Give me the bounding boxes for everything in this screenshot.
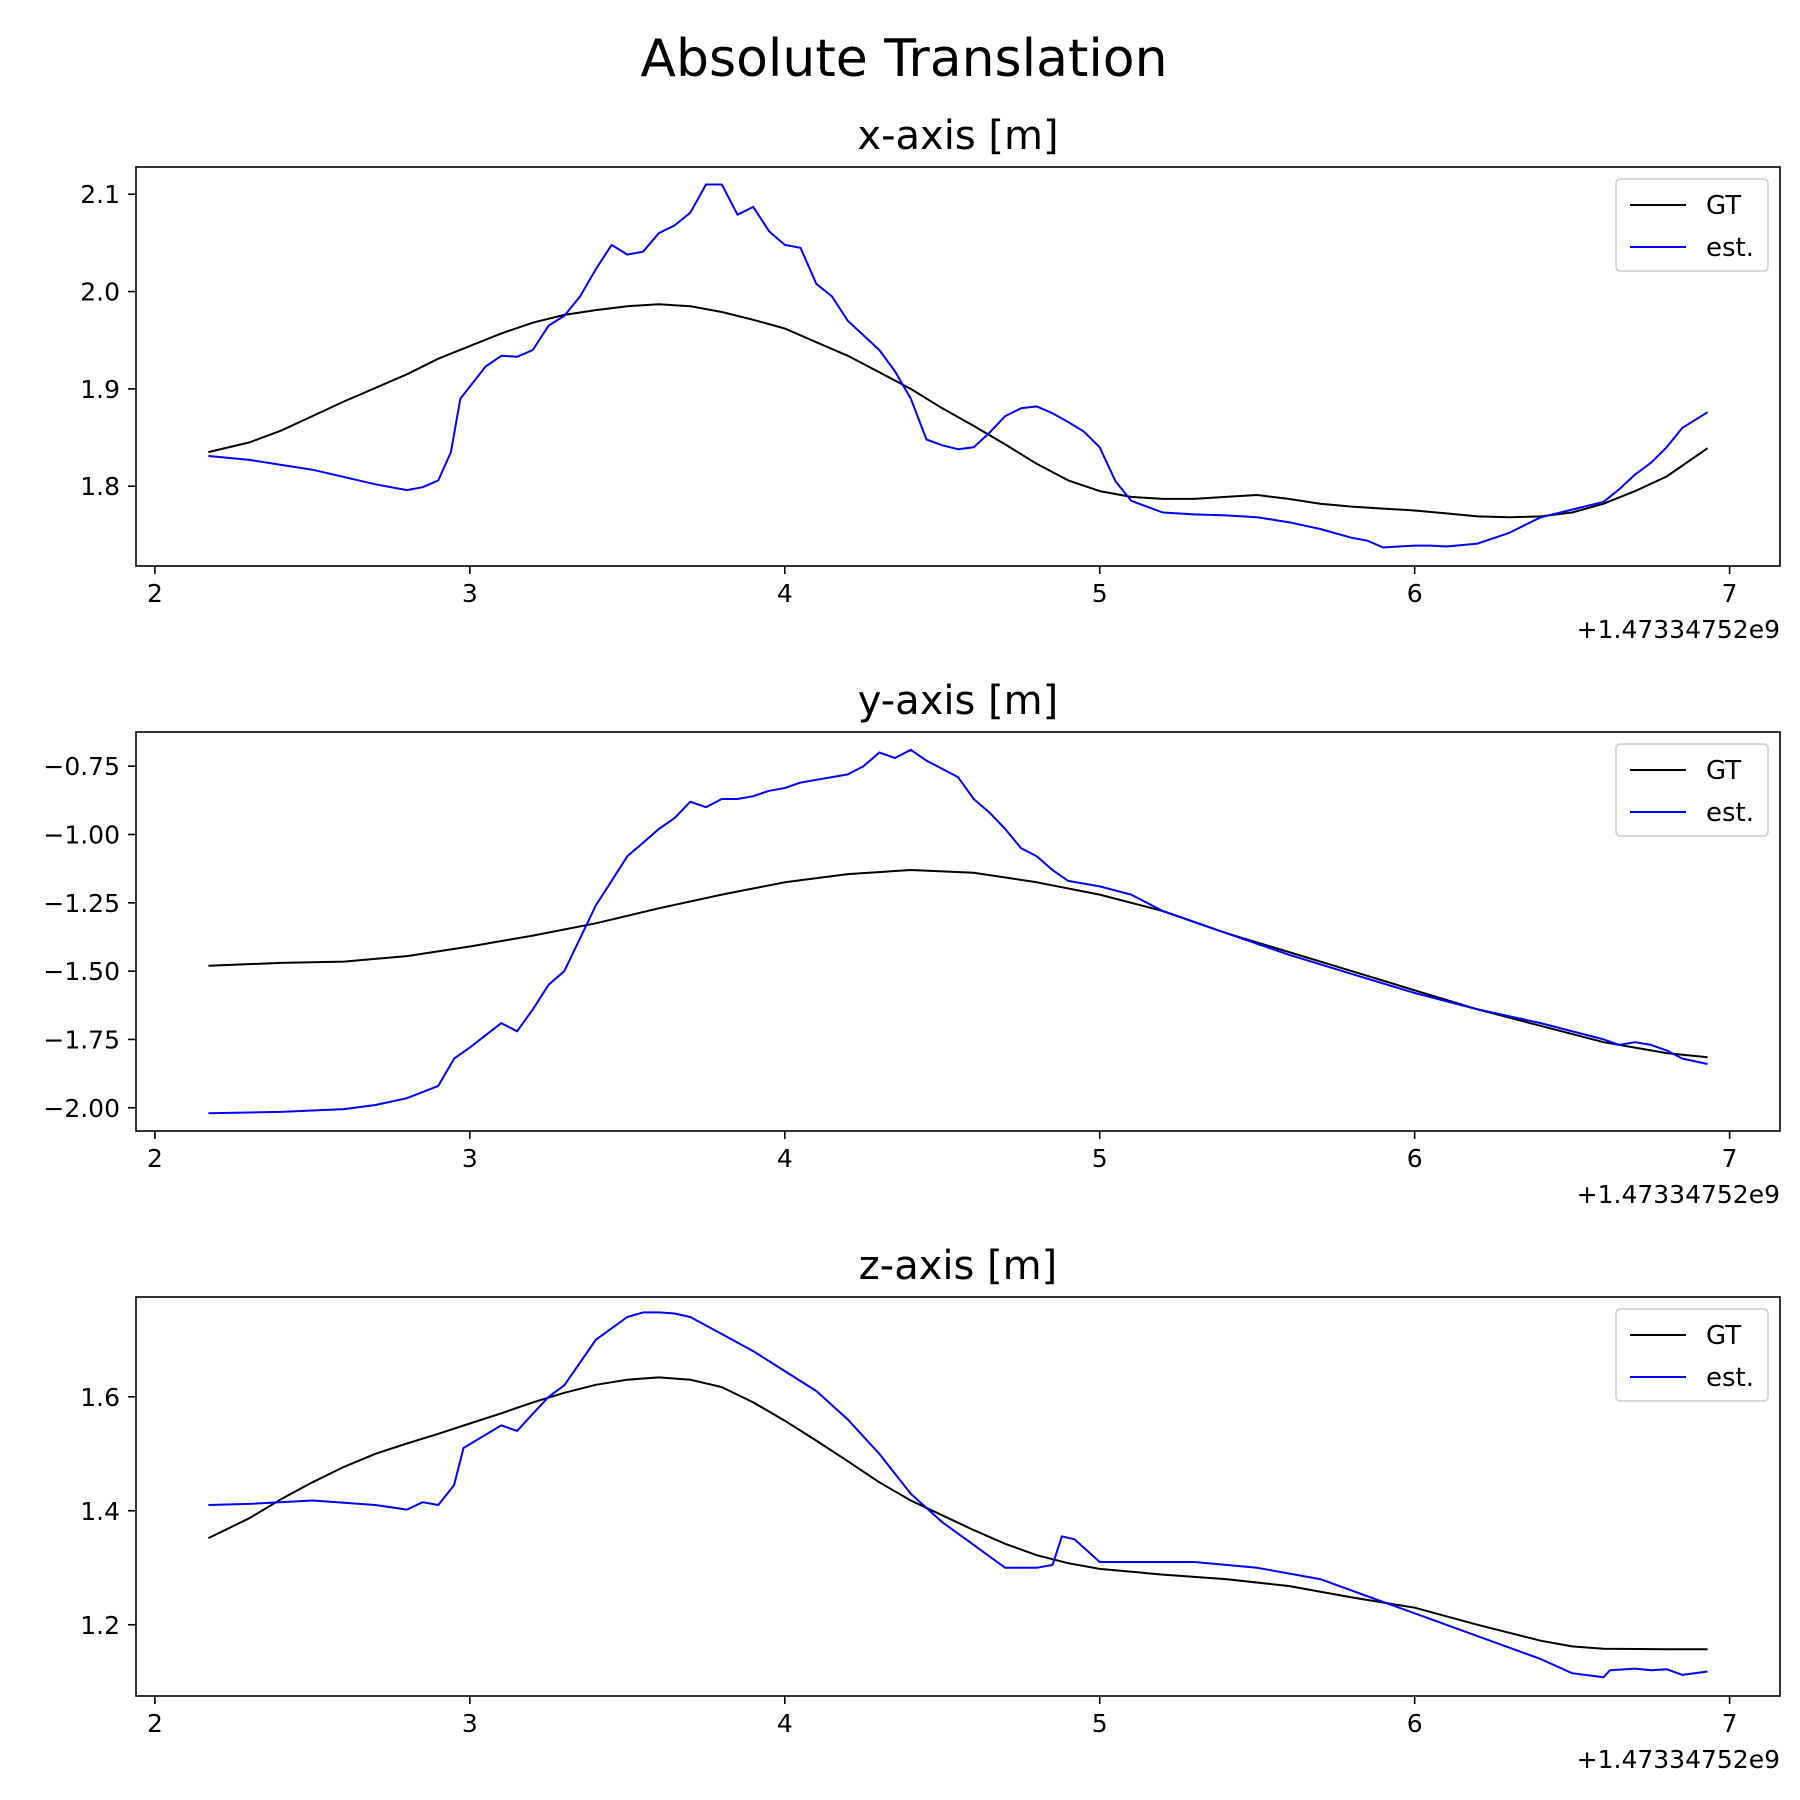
subplot-2: y-axis [m] 2 3 4 5 6 7 +1.47334752e9 −2.00 −1.75 −… — [43, 678, 1781, 1209]
subplot-1: x-axis [m] 2 3 4 5 6 7 +1.47334752e9 1.8 1.9 2.0 2.… — [80, 113, 1781, 644]
y-tick-label: 1.6 — [80, 1383, 120, 1412]
subplot-title: x-axis [m] — [857, 113, 1058, 159]
x-tick-label: 2 — [147, 1144, 163, 1173]
y-tick-label: 2.1 — [80, 180, 120, 209]
x-tick-label: 5 — [1092, 579, 1108, 608]
x-tick-label: 4 — [777, 1709, 793, 1738]
series-line-est — [208, 748, 1708, 1115]
subplot-title: y-axis [m] — [858, 678, 1058, 724]
y-tick-label: −0.75 — [43, 752, 120, 781]
legend-label-gt: GT — [1706, 756, 1741, 786]
x-tick-label: 3 — [462, 1144, 478, 1173]
legend-label-est: est. — [1706, 233, 1754, 263]
series-line-est — [208, 183, 1709, 549]
y-tick-label: −1.75 — [43, 1025, 120, 1054]
y-tick-label: −1.50 — [43, 957, 120, 986]
x-tick-label: 7 — [1722, 579, 1738, 608]
legend-label-gt: GT — [1706, 1321, 1741, 1351]
x-offset-label: +1.47334752e9 — [1577, 615, 1780, 644]
legend: GT est. — [1615, 1308, 1769, 1402]
x-tick-label: 6 — [1407, 1144, 1423, 1173]
y-tick-label: 1.9 — [80, 375, 120, 404]
x-tick-label: 2 — [147, 1709, 163, 1738]
axes-frame — [135, 166, 1781, 567]
axes-frame — [135, 731, 1781, 1132]
series-line-gt — [208, 303, 1709, 519]
x-tick-label: 3 — [462, 1709, 478, 1738]
y-tick-label: 1.4 — [80, 1497, 120, 1526]
x-tick-label: 7 — [1722, 1144, 1738, 1173]
x-tick-label: 5 — [1092, 1144, 1108, 1173]
y-tick-label: −1.25 — [43, 889, 120, 918]
x-tick-label: 2 — [147, 579, 163, 608]
x-tick-label: 7 — [1722, 1709, 1738, 1738]
legend: GT est. — [1615, 178, 1769, 272]
figure-title: Absolute Translation — [640, 29, 1167, 89]
legend-label-est: est. — [1706, 1363, 1754, 1393]
legend-label-est: est. — [1706, 798, 1754, 828]
legend: GT est. — [1615, 743, 1769, 837]
subplot-title: z-axis [m] — [859, 1243, 1057, 1289]
series-line-est — [208, 1311, 1708, 1679]
x-tick-label: 4 — [777, 579, 793, 608]
x-tick-label: 4 — [777, 1144, 793, 1173]
x-tick-label: 3 — [462, 579, 478, 608]
y-tick-label: 2.0 — [80, 278, 120, 307]
y-tick-label: 1.2 — [80, 1611, 120, 1640]
legend-label-gt: GT — [1706, 191, 1741, 221]
subplot-3: z-axis [m] 2 3 4 5 6 7 +1.47334752e9 1.2 1.4 1.6 GT… — [80, 1243, 1781, 1774]
x-offset-label: +1.47334752e9 — [1577, 1745, 1780, 1774]
y-tick-label: −2.00 — [43, 1094, 120, 1123]
x-tick-label: 6 — [1407, 579, 1423, 608]
axes-frame — [135, 1296, 1781, 1697]
subplots: x-axis [m] 2 3 4 5 6 7 +1.47334752e9 1.8 1.9 2.0 2.… — [43, 113, 1781, 1774]
x-tick-label: 5 — [1092, 1709, 1108, 1738]
x-tick-label: 6 — [1407, 1709, 1423, 1738]
y-tick-label: −1.00 — [43, 820, 120, 849]
x-offset-label: +1.47334752e9 — [1577, 1180, 1780, 1209]
y-tick-label: 1.8 — [80, 472, 120, 501]
